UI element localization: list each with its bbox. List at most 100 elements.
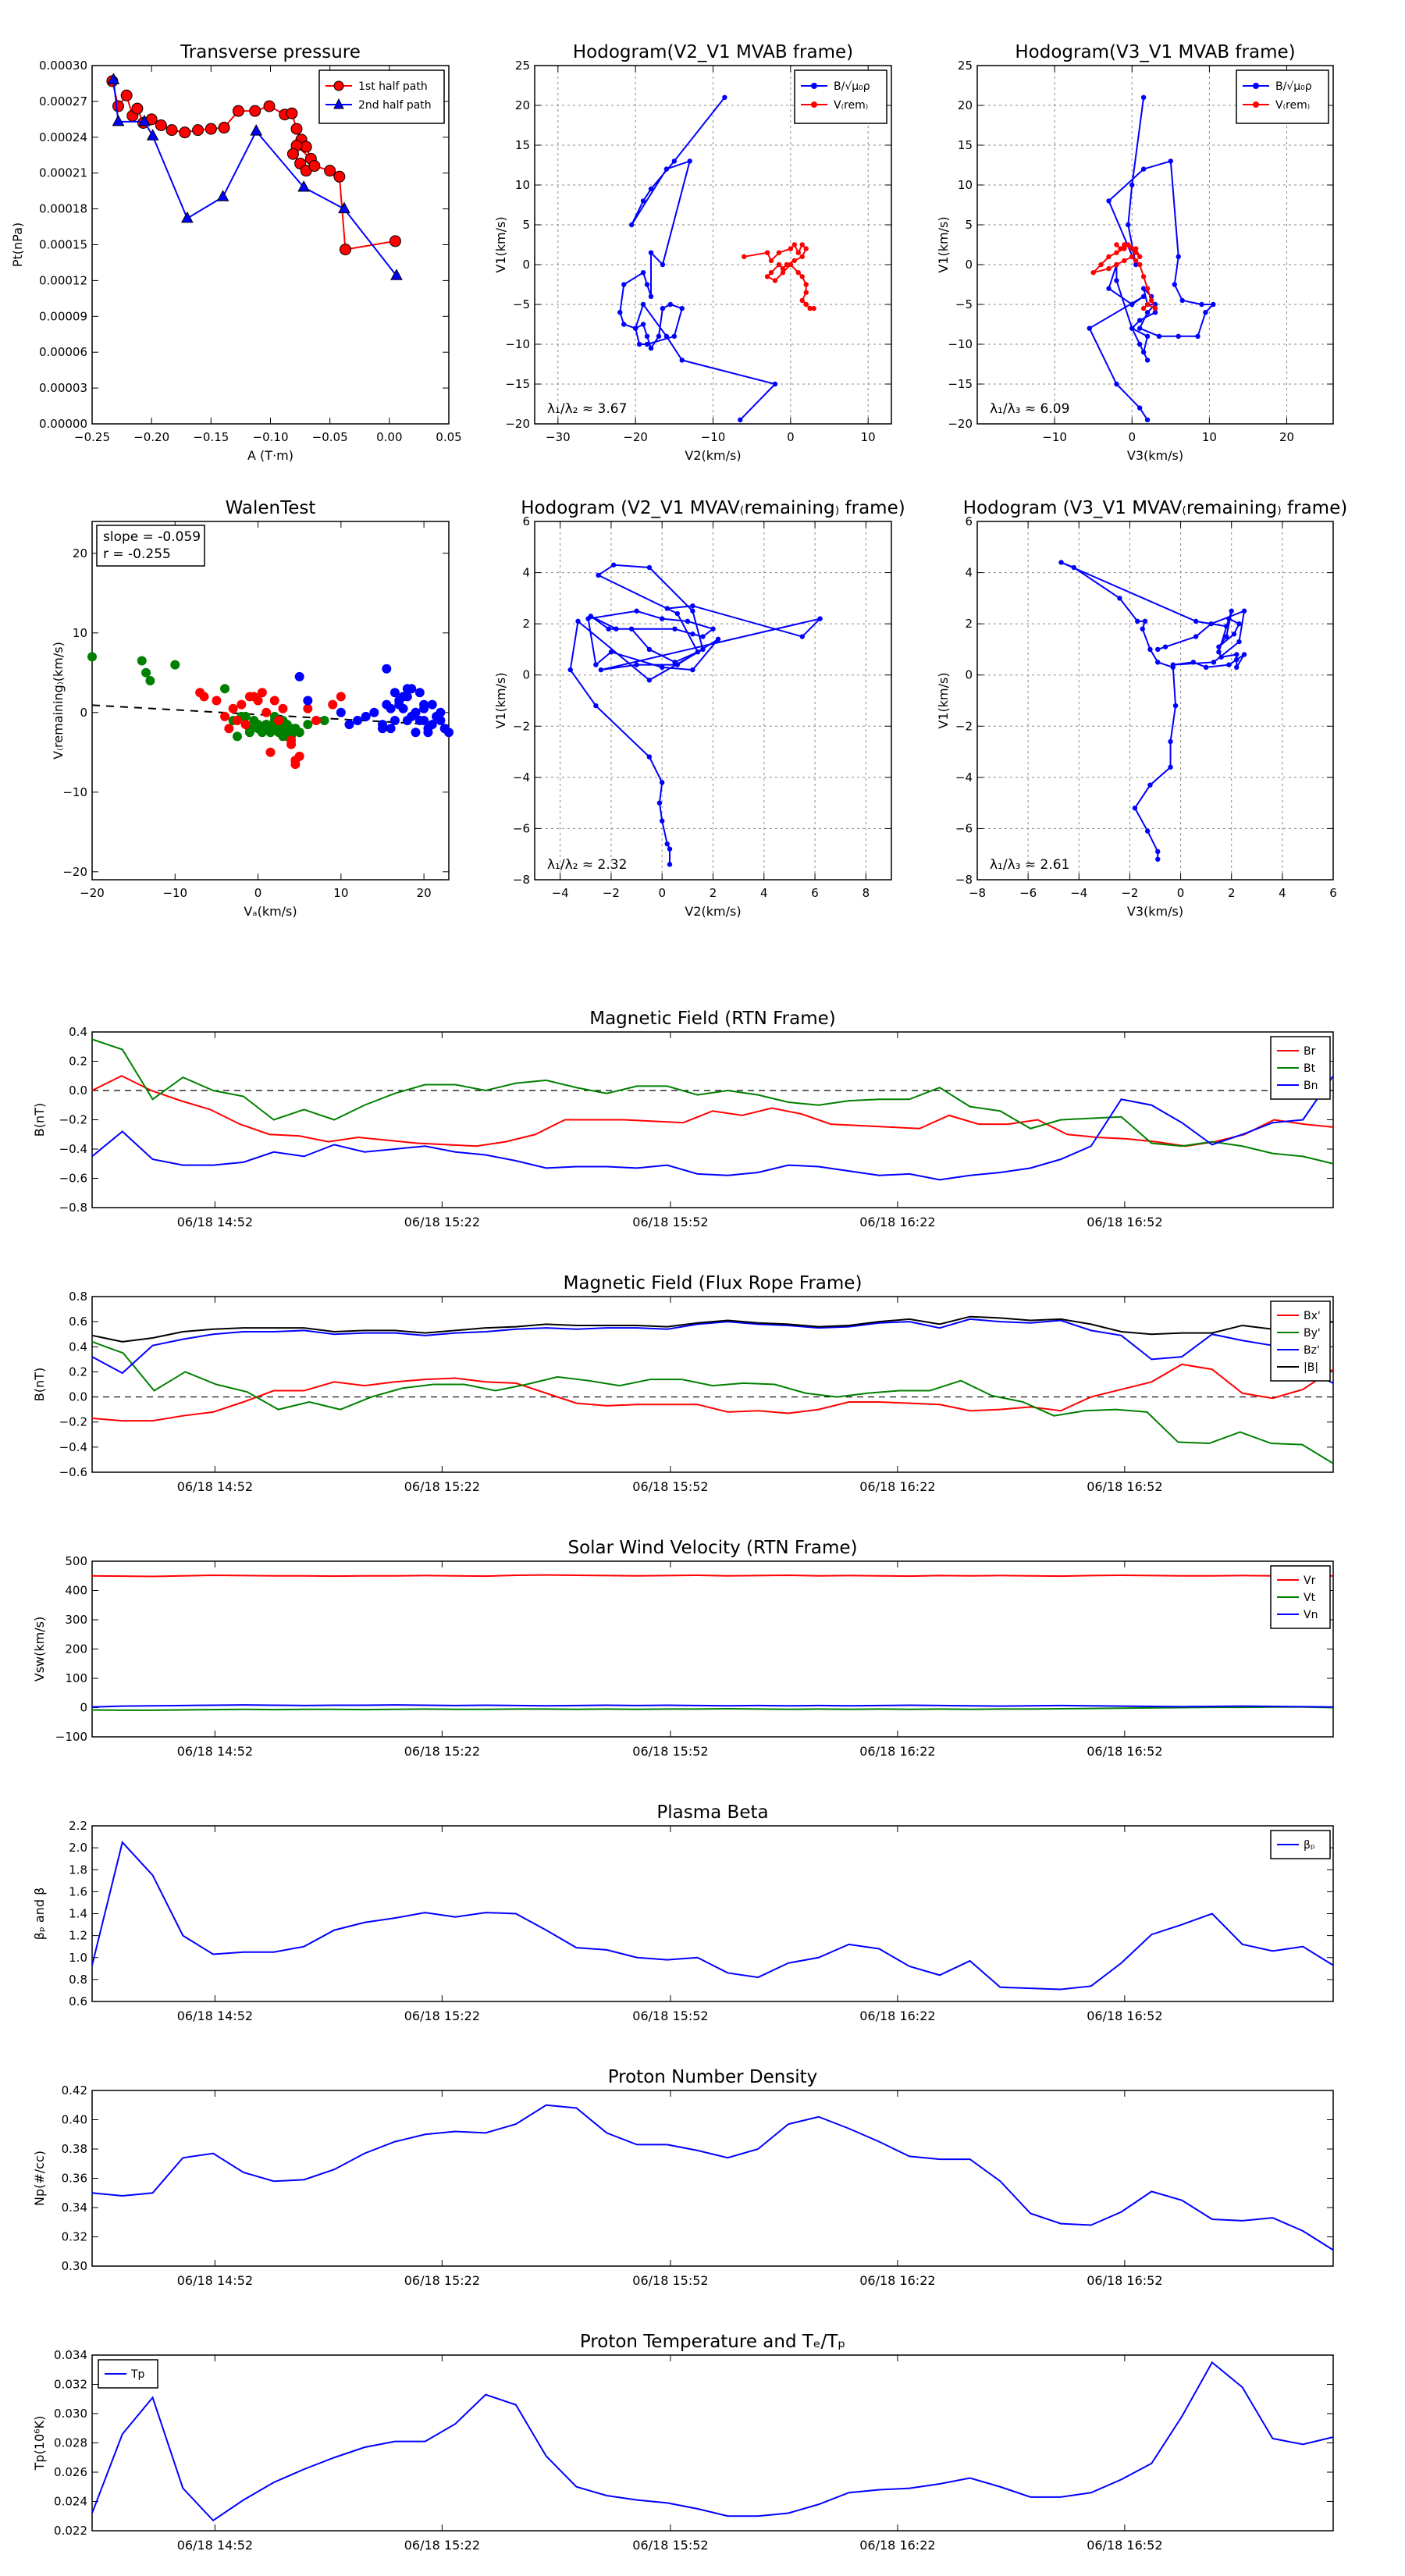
data-point	[297, 180, 310, 192]
legend-label: V₍rem₎	[1275, 99, 1310, 112]
data-point	[660, 616, 665, 621]
data-point	[795, 270, 801, 276]
y-tick-label: 0.30	[62, 2259, 87, 2273]
x-tick-label: 06/18 15:52	[632, 2273, 708, 2288]
data-point	[700, 634, 706, 639]
data-point	[333, 170, 346, 183]
chart-mag_rtn: 06/18 14:52 06/18 15:22 06/18 15:52 06/18 1…	[32, 1009, 1334, 1229]
y-tick-label: −8	[513, 873, 530, 887]
data-point	[220, 684, 230, 694]
data-point	[181, 211, 194, 223]
data-point	[338, 201, 350, 214]
data-point	[672, 626, 678, 632]
data-point	[286, 107, 298, 119]
data-point	[614, 626, 619, 632]
y-tick-label: 0.40	[62, 2113, 87, 2127]
data-point	[648, 294, 654, 299]
data-point	[1152, 305, 1158, 311]
data-point	[593, 703, 599, 709]
data-point	[575, 618, 581, 624]
plot-frame	[976, 521, 1334, 881]
y-tick-label: −4	[955, 770, 973, 785]
data-point	[1168, 764, 1173, 770]
y-axis-label: V1(km/s)	[493, 672, 508, 728]
data-point	[690, 667, 695, 673]
legend-label: Tp	[130, 2368, 145, 2381]
data-point	[710, 626, 716, 632]
data-point	[1058, 560, 1064, 565]
data-point	[1193, 618, 1199, 624]
x-axis-label: V2(km/s)	[685, 904, 741, 919]
data-point	[249, 105, 261, 117]
data-point	[648, 345, 654, 351]
data-point	[402, 692, 412, 702]
y-tick-label: 0.024	[54, 2495, 87, 2509]
data-point	[1114, 250, 1119, 255]
data-point	[389, 688, 400, 698]
annotation-text: λ₁/λ₃ ≈ 2.61	[990, 857, 1069, 873]
data-point	[1241, 652, 1247, 657]
x-tick-label: −30	[546, 430, 571, 444]
data-point	[249, 716, 259, 725]
data-point	[764, 274, 770, 279]
data-point	[427, 699, 437, 710]
y-tick-label: 0	[965, 258, 973, 272]
x-tick-label: 06/18 15:22	[404, 1744, 480, 1759]
data-point	[1229, 608, 1234, 614]
data-point	[1144, 286, 1151, 291]
y-tick-label: 0.00027	[39, 94, 87, 109]
x-tick-label: 20	[417, 886, 432, 900]
data-point	[170, 660, 180, 670]
data-point	[419, 699, 429, 710]
data-point	[671, 333, 678, 339]
x-tick-label: 4	[1279, 886, 1286, 900]
data-point	[336, 692, 346, 702]
x-tick-label: 06/18 15:52	[632, 2538, 708, 2553]
data-point	[803, 246, 809, 251]
data-point	[263, 100, 276, 112]
y-tick-label: 0.2	[69, 1364, 87, 1379]
series-2nd-half-path	[107, 73, 403, 280]
data-point	[137, 656, 147, 666]
series-b-	[617, 94, 778, 423]
data-point	[660, 818, 665, 824]
data-point	[610, 562, 617, 568]
y-tick-label: −6	[513, 821, 530, 835]
x-tick-label: 06/18 15:52	[632, 2008, 708, 2023]
data-point	[715, 636, 721, 642]
x-tick-label: 0.05	[436, 430, 461, 444]
data-point	[687, 158, 692, 164]
y-tick-label: −8	[955, 873, 973, 887]
data-point	[1114, 278, 1119, 283]
data-point	[679, 358, 685, 363]
x-tick-label: 0	[254, 886, 262, 900]
y-tick-label: 0.030	[54, 2407, 87, 2421]
data-point	[240, 720, 251, 730]
data-point	[244, 728, 254, 738]
chart-title: Solar Wind Velocity (RTN Frame)	[567, 1538, 857, 1558]
y-tick-label: 0.00006	[39, 345, 87, 359]
data-point	[795, 250, 801, 255]
x-tick-label: −8	[969, 886, 986, 900]
y-tick-label: 0.00003	[39, 381, 87, 395]
x-tick-label: 06/18 16:52	[1087, 1215, 1162, 1229]
y-tick-label: 0.00021	[39, 166, 87, 180]
data-point	[386, 724, 396, 734]
series-line-vt	[91, 1706, 1334, 1711]
y-tick-label: 200	[65, 1642, 87, 1656]
data-point	[648, 250, 654, 255]
data-point	[1114, 242, 1119, 247]
x-tick-label: 06/18 15:22	[404, 1479, 480, 1494]
x-tick-label: −10	[162, 886, 187, 900]
data-point	[278, 703, 288, 713]
x-tick-label: 06/18 14:52	[177, 2008, 253, 2023]
data-point	[240, 711, 251, 721]
data-point	[799, 274, 805, 279]
data-point	[232, 716, 242, 725]
data-point	[646, 754, 653, 760]
data-point	[1147, 782, 1153, 788]
legend-box	[1236, 69, 1329, 124]
data-point	[303, 696, 313, 706]
data-point	[1226, 662, 1232, 667]
